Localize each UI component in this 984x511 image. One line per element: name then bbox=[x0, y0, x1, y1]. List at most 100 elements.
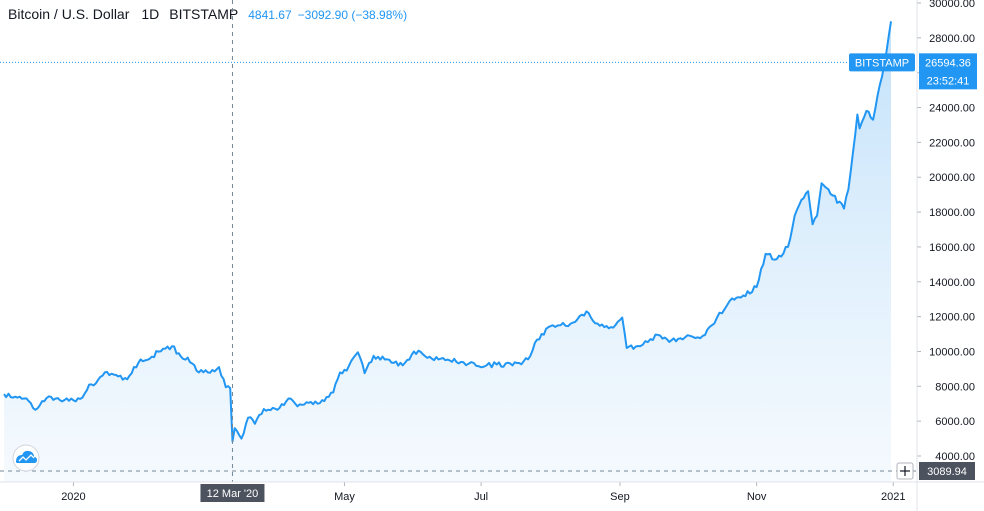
data-point bbox=[332, 391, 334, 393]
x-tick-label: 2021 bbox=[881, 491, 905, 503]
data-point bbox=[126, 378, 128, 380]
y-tick-label: 14000.00 bbox=[929, 277, 975, 289]
symbol-title[interactable]: Bitcoin / U.S. Dollar bbox=[8, 6, 130, 22]
y-tick-label: 4000.00 bbox=[935, 451, 975, 463]
crosshair-date-text: 12 Mar '20 bbox=[207, 488, 259, 500]
change-value: −3092.90 (−38.98%) bbox=[297, 8, 408, 22]
x-tick-label: 2020 bbox=[61, 491, 85, 503]
data-point bbox=[496, 364, 498, 366]
data-point bbox=[478, 365, 480, 367]
series-line bbox=[3, 21, 892, 443]
data-point bbox=[386, 358, 388, 360]
data-point bbox=[444, 359, 446, 361]
data-point bbox=[310, 401, 312, 403]
data-point bbox=[812, 223, 814, 225]
x-tick-label: Nov bbox=[747, 491, 767, 503]
data-point bbox=[740, 297, 742, 299]
close-value: 4841.67 bbox=[248, 8, 292, 22]
data-point bbox=[702, 335, 704, 337]
data-point bbox=[171, 345, 173, 347]
data-point bbox=[626, 347, 628, 349]
last-price-tag: 26594.36 23:52:41 bbox=[919, 53, 977, 90]
data-point bbox=[847, 188, 849, 190]
data-point bbox=[807, 190, 809, 192]
crosshair-date-label: 12 Mar '20 bbox=[200, 484, 265, 502]
data-point bbox=[877, 94, 879, 96]
crosshair-price-label: 3089.94 bbox=[919, 462, 975, 480]
data-point bbox=[776, 258, 778, 260]
data-point bbox=[187, 357, 189, 359]
data-point bbox=[3, 393, 5, 395]
tradingview-cloud-icon[interactable] bbox=[12, 444, 40, 472]
plus-icon[interactable] bbox=[896, 462, 914, 480]
data-point bbox=[865, 110, 867, 112]
y-tick-label: 20000.00 bbox=[929, 172, 975, 184]
data-point bbox=[527, 358, 529, 360]
data-point bbox=[254, 423, 256, 425]
data-point bbox=[621, 317, 623, 319]
data-point bbox=[413, 351, 415, 353]
data-point bbox=[296, 405, 298, 407]
data-point bbox=[570, 323, 572, 325]
chart-header: Bitcoin / U.S. Dollar 1D BITSTAMP 4841.6… bbox=[8, 6, 407, 22]
data-point bbox=[41, 400, 43, 402]
data-point bbox=[657, 334, 659, 336]
data-point bbox=[552, 324, 554, 326]
data-point bbox=[684, 337, 686, 339]
data-point bbox=[81, 397, 83, 399]
data-point bbox=[541, 333, 543, 335]
interval-label[interactable]: 1D bbox=[141, 6, 160, 22]
data-point bbox=[151, 356, 153, 358]
data-point bbox=[234, 427, 236, 429]
data-point bbox=[115, 374, 117, 376]
data-point bbox=[104, 371, 106, 373]
y-tick-label: 6000.00 bbox=[935, 416, 975, 428]
data-point bbox=[346, 370, 348, 372]
exchange-price-tag: BITSTAMP bbox=[849, 53, 915, 72]
data-point bbox=[137, 362, 139, 364]
y-tick-label: 28000.00 bbox=[929, 33, 975, 45]
y-tick-label: 22000.00 bbox=[929, 137, 975, 149]
data-point bbox=[240, 438, 242, 440]
y-tick-label: 18000.00 bbox=[929, 207, 975, 219]
data-point bbox=[34, 409, 36, 411]
data-point bbox=[756, 286, 758, 288]
exchange-tag-label: BITSTAMP bbox=[855, 57, 909, 69]
x-tick-label: Jul bbox=[474, 491, 488, 503]
data-point bbox=[856, 114, 858, 116]
data-point bbox=[263, 408, 265, 410]
data-point bbox=[229, 387, 231, 389]
y-tick-label: 8000.00 bbox=[935, 381, 975, 393]
data-point bbox=[585, 310, 587, 312]
x-tick-label: May bbox=[334, 491, 355, 503]
data-point bbox=[247, 417, 249, 419]
data-point bbox=[821, 182, 823, 184]
data-point bbox=[460, 361, 462, 363]
data-point bbox=[816, 215, 818, 217]
data-point bbox=[765, 253, 767, 255]
data-point bbox=[597, 323, 599, 325]
data-point bbox=[357, 351, 359, 353]
data-point bbox=[364, 372, 366, 374]
y-tick-label: 10000.00 bbox=[929, 346, 975, 358]
data-point bbox=[639, 345, 641, 347]
data-point bbox=[859, 127, 861, 129]
data-point bbox=[872, 119, 874, 121]
y-tick-label: 12000.00 bbox=[929, 312, 975, 324]
crosshair-price-text: 3089.94 bbox=[927, 466, 967, 478]
data-point bbox=[402, 364, 404, 366]
data-point bbox=[429, 356, 431, 358]
data-point bbox=[339, 371, 341, 373]
data-point bbox=[890, 20, 892, 22]
data-point bbox=[162, 348, 164, 350]
data-point bbox=[72, 399, 74, 401]
data-point bbox=[207, 371, 209, 373]
data-point bbox=[93, 384, 95, 386]
y-tick-label: 16000.00 bbox=[929, 242, 975, 254]
data-point bbox=[373, 355, 375, 357]
data-point bbox=[787, 246, 789, 248]
data-point bbox=[843, 208, 845, 210]
data-point bbox=[610, 326, 612, 328]
data-point bbox=[534, 342, 536, 344]
